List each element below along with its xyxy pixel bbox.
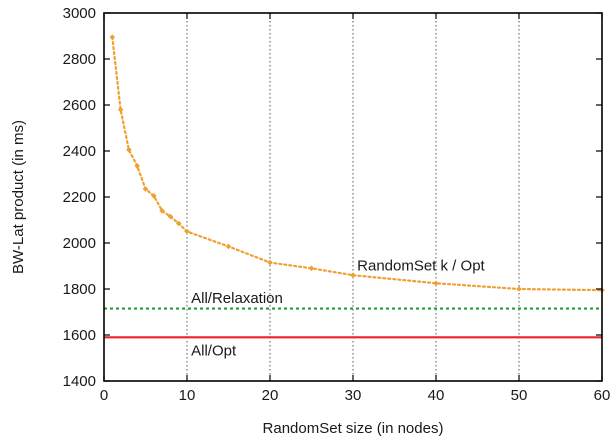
y-axis-title: BW-Lat product (in ms) [10,120,27,274]
x-tick-label: 60 [594,387,611,404]
data-point [350,272,356,278]
data-point [225,243,232,250]
series-annotation: All/Relaxation [191,290,283,307]
y-tick-label: 2400 [63,143,96,160]
y-tick-label: 1400 [63,373,96,390]
y-tick-label: 3000 [63,5,96,22]
x-axis-title: RandomSet size (in nodes) [263,420,444,437]
y-tick-label: 2000 [63,235,96,252]
data-point [267,259,273,266]
data-point [516,286,522,292]
series-annotation: All/Opt [191,343,237,360]
y-tick-label: 1800 [63,281,96,298]
series-annotation: RandomSet k / Opt [357,258,485,275]
data-point [159,208,165,214]
series-layer [104,34,605,339]
tick-layer: 0 10 20 30 40 50 60 1400 1600 1800 2000 2200 2400 260… [63,5,611,404]
x-tick-label: 10 [179,387,196,404]
data-point [184,228,190,235]
x-tick-label: 0 [100,387,108,404]
x-gridlines [186,13,520,381]
data-point [117,106,124,113]
data-point [167,213,174,220]
data-point [142,186,149,192]
data-point [433,280,439,287]
y-tick-label: 2800 [63,51,96,68]
y-tick-label: 2200 [63,189,96,206]
data-point [109,34,116,40]
data-point [134,163,140,169]
annotation-layer: RandomSet k / Opt All/Relaxation All/Opt [191,258,485,360]
x-tick-label: 50 [511,387,528,404]
data-point [175,220,182,227]
x-tick-label: 20 [262,387,279,404]
data-point [151,193,157,199]
x-tick-label: 40 [428,387,445,404]
data-point [126,147,132,153]
x-tick-label: 30 [345,387,362,404]
y-tick-label: 2600 [63,97,96,114]
data-point [308,265,315,272]
y-tick-label: 1600 [63,327,96,344]
